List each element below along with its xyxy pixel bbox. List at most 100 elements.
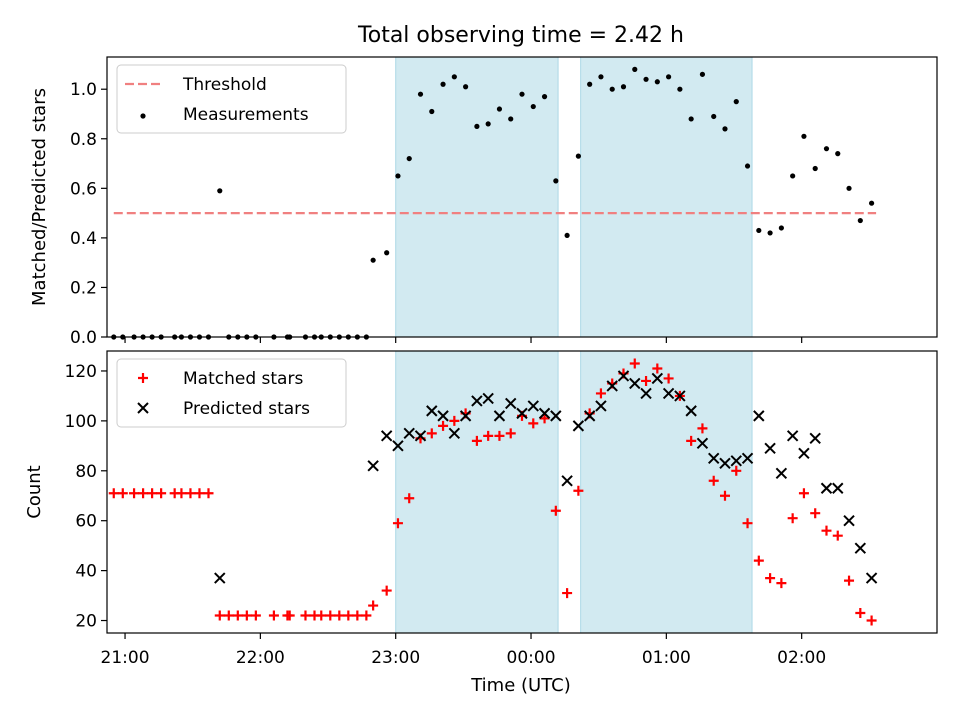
- matched-star-point: [268, 610, 279, 621]
- matched-star-point: [108, 488, 119, 499]
- matched-star-point: [731, 465, 742, 476]
- measurement-point: [756, 227, 762, 234]
- measurement-point: [384, 250, 390, 256]
- y-tick-label: 0.8: [70, 130, 97, 150]
- measurement-point: [677, 86, 683, 92]
- ratio-y-axis-ticks: 0.0 0.2 0.4 0.6 0.8 1.0: [70, 80, 107, 348]
- measurement-point: [575, 153, 581, 159]
- matched-star-point: [300, 610, 311, 621]
- ratio-legend: Threshold Measurements: [116, 64, 347, 134]
- predicted-star-point: [595, 400, 607, 412]
- y-tick-label: 40: [75, 562, 97, 582]
- matched-star-point: [117, 488, 128, 499]
- predicted-star-point: [696, 437, 709, 450]
- matched-star-point: [765, 573, 776, 584]
- predicted-star-point: [685, 405, 697, 417]
- predicted-star-point: [865, 572, 878, 584]
- y-tick-label: 20: [75, 612, 97, 632]
- matched-star-point: [528, 418, 539, 429]
- measurement-point: [812, 165, 818, 172]
- shaded-interval-1: [395, 56, 559, 338]
- predicted-star-point: [786, 430, 799, 442]
- measurement-point: [778, 225, 784, 231]
- measurement-point: [609, 86, 615, 92]
- legend-matched-swatch: [138, 373, 148, 383]
- y-tick-label: 100: [65, 412, 97, 432]
- predicted-star-point: [448, 427, 461, 440]
- predicted-star-point: [843, 514, 855, 527]
- predicted-star-point: [775, 467, 788, 479]
- measurement-point: [474, 123, 480, 129]
- predicted-star-point: [708, 452, 720, 465]
- predicted-star-point: [753, 410, 765, 422]
- count-plot-frame: [106, 350, 938, 634]
- matched-star-point: [334, 610, 345, 621]
- predicted-star-point: [561, 475, 573, 487]
- predicted-star-point: [392, 440, 404, 452]
- matched-star-point: [147, 488, 158, 499]
- measurement-point: [370, 257, 376, 263]
- measurement-point: [553, 178, 559, 184]
- matched-star-point: [368, 600, 379, 611]
- predicted-star-point: [572, 420, 585, 432]
- predicted-star-point: [493, 410, 506, 422]
- measurement-point: [699, 71, 706, 77]
- matched-star-point: [855, 608, 866, 619]
- matched-star-point: [686, 435, 697, 446]
- measurement-point: [801, 133, 807, 139]
- legend-label: Predicted stars: [183, 399, 310, 419]
- matched-star-point: [129, 488, 140, 499]
- matched-star-point: [539, 413, 550, 424]
- measurement-point: [496, 106, 503, 112]
- shaded-intervals: [395, 56, 753, 338]
- predicted-star-point: [730, 455, 742, 467]
- predicted-star-point: [505, 397, 517, 410]
- matched-star-point: [325, 610, 336, 621]
- matched-star-point: [562, 588, 573, 599]
- count-panel: 20 40 60 80 100 120 21:00 22:00 23:00 00:00 01:00…: [24, 350, 938, 668]
- matched-star-point: [185, 488, 196, 499]
- measurement-point: [519, 91, 525, 97]
- predicted-star-point: [629, 377, 641, 390]
- count-points: [108, 358, 878, 626]
- matched-star-point: [241, 610, 252, 621]
- matched-star-point: [250, 610, 261, 621]
- predicted-star-point: [809, 432, 821, 445]
- matched-star-point: [844, 575, 855, 586]
- measurement-point: [598, 74, 604, 80]
- measurement-point: [767, 230, 773, 236]
- ratio-panel: 0.0 0.2 0.4 0.6 0.8 1.0 Matched/Predicted sta…: [29, 56, 938, 348]
- legend-measurements-swatch: [140, 113, 146, 119]
- predicted-star-point: [651, 372, 664, 385]
- y-tick-label: 80: [75, 462, 97, 482]
- measurement-point: [733, 99, 739, 105]
- measurement-point: [654, 79, 660, 85]
- matched-star-point: [381, 585, 392, 596]
- legend-box: [116, 64, 347, 134]
- matched-star-point: [214, 610, 225, 621]
- measurement-point: [722, 126, 728, 132]
- matched-star-point: [232, 610, 243, 621]
- predicted-star-point: [662, 387, 675, 400]
- matched-star-point: [449, 415, 460, 426]
- legend-predicted-swatch: [137, 402, 149, 414]
- predicted-star-point: [854, 542, 867, 554]
- predicted-star-point: [482, 392, 494, 405]
- legend-box: [116, 358, 347, 428]
- measurement-point: [417, 91, 424, 97]
- legend-label: Measurements: [183, 105, 309, 125]
- matched-star-point: [810, 508, 821, 519]
- measurement-point: [406, 155, 412, 162]
- matched-star-point: [866, 615, 877, 626]
- shaded-interval-1: [395, 350, 559, 634]
- predicted-star-point: [380, 430, 393, 442]
- predicted-star-point: [606, 380, 618, 392]
- predicted-star-point: [538, 407, 551, 420]
- y-tick-label: 0.0: [70, 328, 97, 348]
- measurement-point: [835, 151, 841, 157]
- count-y-axis-ticks: 20 40 60 80 100 120: [65, 362, 107, 632]
- predicted-star-point: [719, 457, 731, 470]
- measurement-point: [451, 74, 457, 80]
- legend-label: Threshold: [182, 75, 267, 95]
